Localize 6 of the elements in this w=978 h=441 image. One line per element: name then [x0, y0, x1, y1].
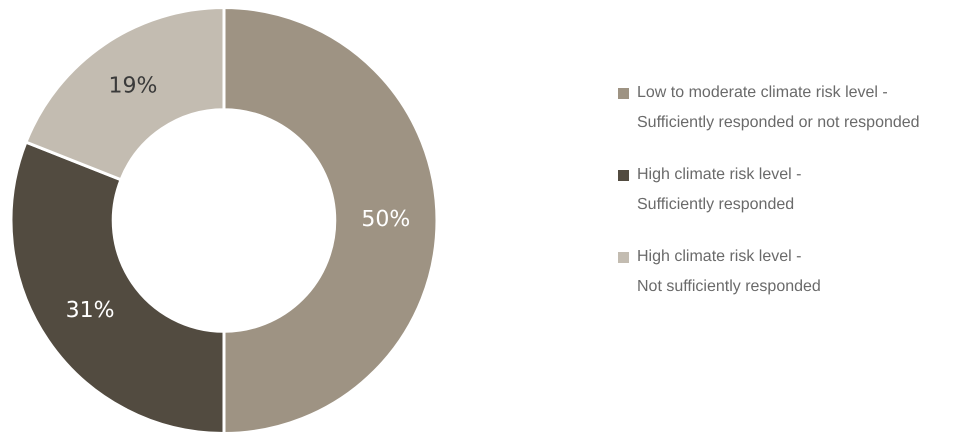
data-label: 19%	[108, 73, 158, 98]
data-label: 31%	[66, 298, 115, 324]
legend-label: High climate risk level - Sufficiently responded	[637, 165, 802, 215]
data-label: 50%	[361, 207, 410, 232]
legend-label: Low to moderate climate risk level - Sufficiently responded or not responded	[637, 83, 920, 133]
legend-label: High climate risk level - Not sufficiently responded	[637, 247, 821, 297]
